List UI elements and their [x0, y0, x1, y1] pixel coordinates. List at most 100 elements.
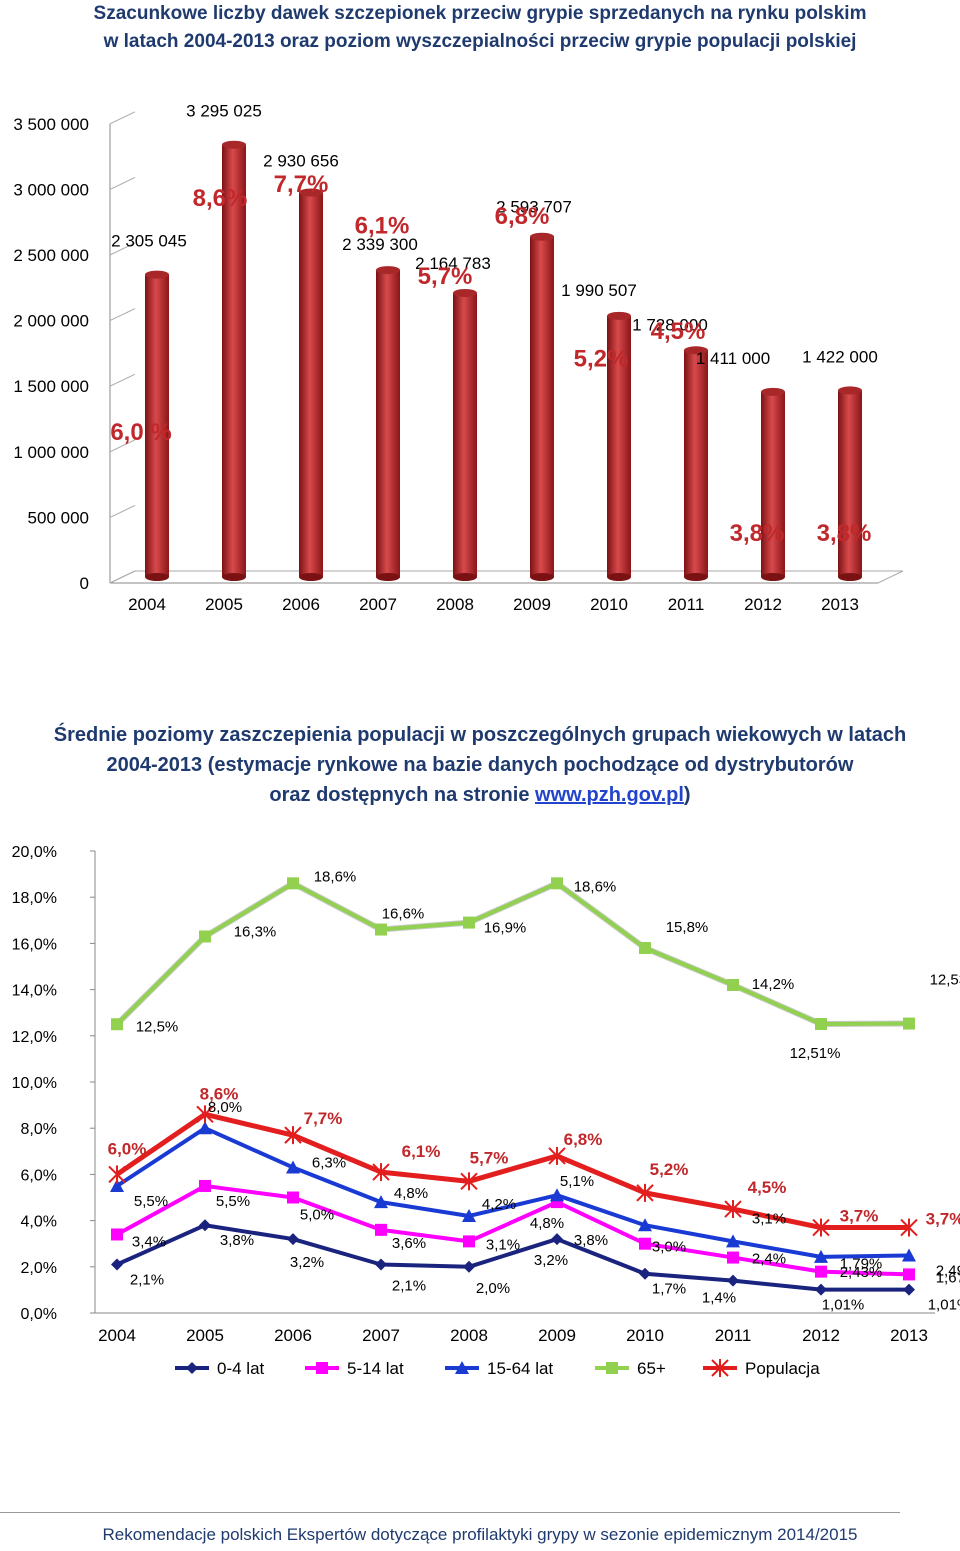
data-label: 1,01% [928, 1297, 960, 1314]
bar-y-tick [109, 111, 136, 125]
bar-percent-label: 4,5% [651, 318, 706, 345]
bar-bottom [376, 573, 400, 581]
data-label: 5,7% [470, 1148, 509, 1167]
legend-marker [316, 1362, 328, 1374]
bar-x-tick-label: 2013 [821, 595, 859, 614]
floor-right-edge [877, 570, 904, 584]
data-label: 5,5% [134, 1193, 168, 1210]
data-point [727, 978, 739, 991]
data-point [726, 1234, 740, 1248]
bar-body [684, 350, 708, 577]
data-point [372, 1163, 390, 1182]
data-label: 2,0% [476, 1280, 510, 1297]
data-label: 6,3% [312, 1154, 346, 1171]
bar-bottom [761, 573, 785, 581]
bar-percent-label: 6,8% [495, 203, 550, 230]
data-point [111, 1258, 123, 1271]
line-x-tick-label: 2007 [362, 1326, 400, 1345]
legend-marker [711, 1359, 729, 1377]
bar-value-label: 2 305 045 [111, 232, 187, 251]
data-point [375, 1223, 387, 1236]
data-label: 2,1% [392, 1277, 426, 1294]
data-point [111, 1018, 123, 1031]
bar-x-tick-label: 2009 [513, 595, 551, 614]
bar-y-tick [109, 176, 136, 190]
bar-value-label: 1 990 507 [561, 281, 637, 300]
data-point [463, 916, 475, 929]
data-point [814, 1249, 828, 1263]
data-point [903, 1268, 915, 1281]
data-label: 18,6% [314, 868, 357, 885]
bar-value-label: 2 930 656 [263, 151, 339, 170]
data-label: 3,7% [840, 1207, 879, 1226]
chart2-title: Średnie poziomy zaszczepienia populacji … [0, 720, 960, 810]
pzh-link[interactable]: www.pzh.gov.pl [535, 784, 684, 806]
legend-label: 65+ [637, 1359, 666, 1378]
bar-x-tick-label: 2004 [128, 595, 166, 614]
bar-x-tick-label: 2011 [668, 595, 705, 614]
bar-top [761, 387, 785, 396]
bar-value-label: 1 422 000 [802, 347, 878, 366]
legend-label: Populacja [745, 1359, 820, 1378]
bar-top [530, 232, 554, 241]
data-label: 2,1% [130, 1271, 164, 1288]
bar-x-tick-label: 2007 [359, 595, 397, 614]
bar-y-tick-label: 3 000 000 [13, 180, 89, 199]
bar-percent-label: 5,2% [574, 346, 629, 373]
bar-value-label: 1 728 000 [632, 315, 708, 334]
data-point [551, 1233, 563, 1246]
data-label: 5,2% [650, 1160, 689, 1179]
data-point [463, 1260, 475, 1273]
bar-top [838, 386, 862, 395]
data-point [812, 1218, 830, 1237]
data-label: 3,6% [392, 1235, 426, 1252]
line-y-tick-label: 8,0% [21, 1121, 57, 1138]
data-point [284, 1126, 302, 1145]
line-y-tick-label: 6,0% [21, 1167, 57, 1184]
bar-y-tick [109, 308, 136, 322]
series-line [115, 1126, 910, 1259]
data-point [636, 1183, 654, 1202]
data-label: 6,0% [108, 1139, 147, 1158]
bar-percent-label: 7,7% [274, 171, 329, 198]
bar-y-tick [109, 504, 136, 518]
chart2-title-line2: 2004-2013 (estymacje rynkowe na bazie da… [106, 754, 854, 776]
legend-item-5-14-lat: 5-14 lat [305, 1359, 404, 1378]
bar-y-tick-label: 2 000 000 [13, 312, 89, 331]
data-point [724, 1200, 742, 1219]
legend-item-populacja: Populacja [703, 1359, 820, 1378]
line-x-tick-label: 2005 [186, 1326, 224, 1345]
series-populacja [108, 1105, 918, 1237]
data-label: 7,7% [304, 1109, 343, 1128]
data-label: 12,53% [930, 972, 960, 989]
data-label: 1,67% [936, 1269, 960, 1286]
line-x-tick-label: 2012 [802, 1326, 840, 1345]
bar-bottom [299, 573, 323, 581]
data-point [375, 923, 387, 936]
bar-y-tick [109, 570, 136, 584]
bar-y-tick [109, 242, 136, 256]
chart2-title-line1: Średnie poziomy zaszczepienia populacji … [53, 724, 907, 746]
data-label: 4,2% [482, 1196, 516, 1213]
data-point [639, 1237, 651, 1250]
data-label: 16,3% [234, 923, 277, 940]
data-point [550, 1188, 564, 1202]
bar-percent-label: 3,8% [730, 520, 785, 547]
data-point [462, 1208, 476, 1222]
chart2-title-line3-post: ) [683, 784, 691, 806]
series-65+ [111, 877, 915, 1031]
data-label: 5,5% [216, 1193, 250, 1210]
bar-percent-label: 6,0 % [110, 419, 171, 446]
data-label: 1,7% [652, 1281, 686, 1298]
data-point [110, 1178, 124, 1192]
data-label: 3,1% [486, 1236, 520, 1253]
data-point [903, 1017, 915, 1030]
chart1-title-line1: Szacunkowe liczby dawek szczepionek prze… [93, 3, 867, 24]
bar-x-tick-label: 2008 [436, 595, 474, 614]
data-point [111, 1228, 123, 1241]
bar-body [838, 390, 862, 577]
bar-top [684, 346, 708, 355]
bar-value-label: 1 411 000 [696, 349, 770, 368]
legend-label: 0-4 lat [217, 1359, 265, 1378]
data-label: 4,5% [748, 1178, 787, 1197]
